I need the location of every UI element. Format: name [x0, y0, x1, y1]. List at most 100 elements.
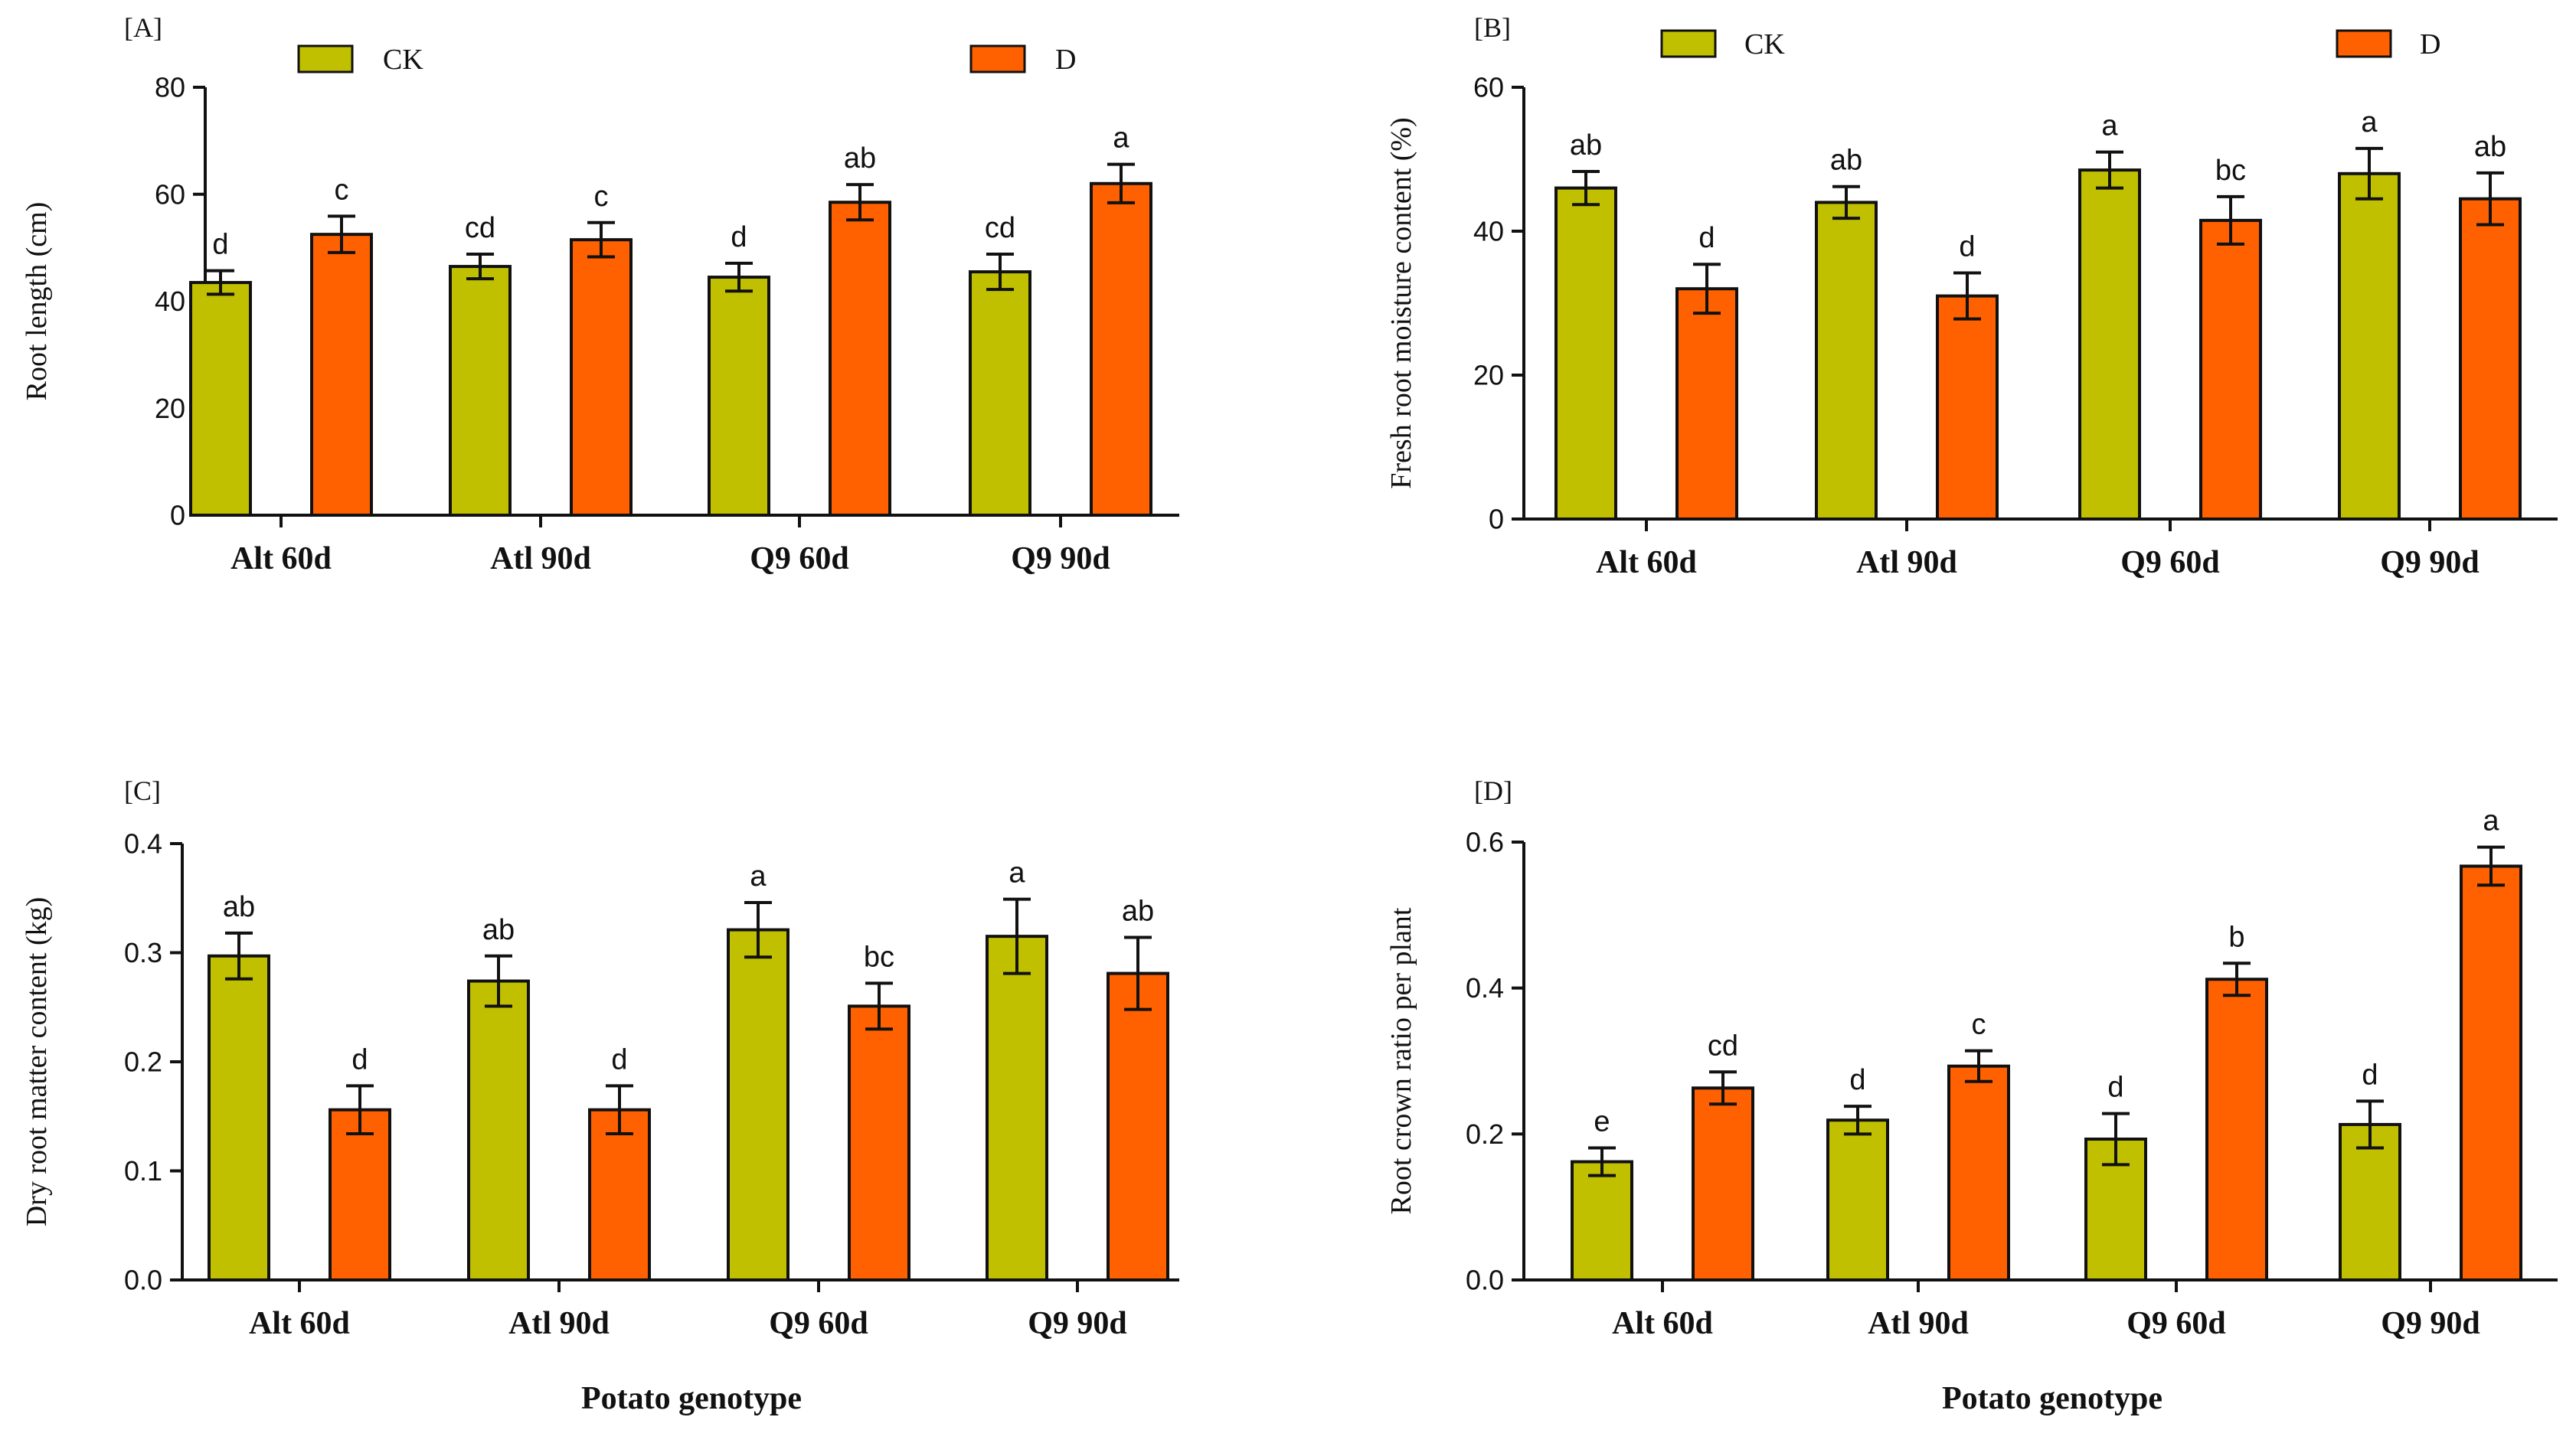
y-tick-label: 0.4 [1466, 972, 1504, 1004]
significance-label: a [1008, 857, 1025, 890]
legend-label-d: D [2420, 28, 2440, 60]
x-tick-label: Alt 60d [1596, 545, 1697, 580]
significance-label: ab [1570, 129, 1602, 162]
panel-c: [C] Dry root matter content (kg) 0.0 0.1 0.2… [21, 775, 1179, 1341]
significance-label: d [2107, 1072, 2123, 1104]
x-tick-label: Atl 90d [1856, 545, 1957, 580]
y-tick-label: 40 [1473, 216, 1504, 247]
x-tick-label: Alt 60d [1612, 1306, 1713, 1341]
bar-d [1675, 287, 1738, 521]
panel-label: [C] [124, 775, 161, 806]
significance-label: d [611, 1043, 627, 1076]
y-axis-label: Fresh root moisture content (%) [1385, 117, 1417, 488]
bar-ck [727, 928, 789, 1281]
bar-ck [449, 265, 512, 517]
y-tick-label: 0.2 [1466, 1118, 1504, 1150]
significance-label: c [335, 174, 349, 206]
significance-label: d [351, 1043, 368, 1076]
significance-label: ab [1830, 145, 1862, 177]
y-tick-label: 60 [1473, 72, 1504, 103]
significance-label: d [1959, 231, 1975, 263]
significance-label: a [750, 860, 767, 893]
bar-d [2460, 864, 2522, 1281]
significance-label: bc [2215, 155, 2246, 187]
bar-d [2205, 978, 2268, 1282]
significance-label: d [1849, 1064, 1865, 1096]
legend-swatch-ck [297, 44, 354, 73]
legend-swatch-d [2336, 29, 2392, 58]
y-tick-label: 0.1 [124, 1155, 162, 1187]
y-tick-label: 20 [1473, 360, 1504, 391]
y-tick-label: 0.6 [1466, 827, 1504, 858]
legend-swatch-d [969, 44, 1026, 73]
significance-label: c [1972, 1009, 1986, 1041]
bar-d [1090, 181, 1152, 517]
bar-d [2459, 197, 2522, 521]
y-tick-label: 0 [1489, 504, 1504, 535]
y-tick-label: 80 [155, 72, 185, 103]
bar-ck [467, 979, 530, 1282]
bar-d [848, 1004, 910, 1281]
bar-d [310, 233, 373, 517]
bar-d [1107, 971, 1169, 1281]
x-tick-label: Q9 90d [1028, 1306, 1127, 1341]
significance-label: ab [1122, 896, 1154, 928]
significance-label: c [594, 181, 609, 213]
significance-label: a [2361, 106, 2378, 139]
bar-ck [2338, 171, 2401, 521]
panel-label: [D] [1474, 775, 1512, 806]
significance-label: cd [465, 212, 495, 244]
bar-ck [969, 270, 1031, 517]
significance-label: ab [223, 891, 255, 923]
bar-d [2199, 218, 2262, 521]
x-tick-label: Q9 90d [2380, 545, 2480, 580]
y-tick-label: 0.0 [1466, 1265, 1504, 1296]
x-tick-label: Q9 90d [2381, 1306, 2480, 1341]
y-tick-label: 0.2 [124, 1046, 162, 1078]
x-tick-label: Q9 60d [750, 541, 849, 576]
bar-d [329, 1108, 391, 1281]
bar-ck [2078, 168, 2141, 521]
significance-label: b [2228, 921, 2244, 953]
significance-label: d [1698, 222, 1715, 254]
y-tick-label: 20 [155, 393, 185, 424]
x-tick-label: Q9 60d [2120, 545, 2220, 580]
x-tick-label: Atl 90d [508, 1306, 610, 1341]
bar-d [1936, 294, 1999, 521]
significance-label: e [1594, 1105, 1610, 1138]
significance-label: d [731, 221, 747, 253]
panel-a: [A] Root length (cm) 0 20 40 60 80 Alt 60d d c Atl… [21, 12, 1179, 576]
significance-label: a [1113, 122, 1129, 155]
bar-ck [2339, 1122, 2401, 1281]
legend-label-d: D [1055, 44, 1076, 76]
x-tick-label: Atl 90d [1868, 1306, 1969, 1341]
bar-ck [208, 954, 270, 1282]
y-axis-label: Root crown ratio per plant [1385, 907, 1417, 1214]
significance-label: a [2101, 110, 2118, 142]
bar-d [1947, 1064, 2010, 1281]
bar-ck [1571, 1160, 1633, 1282]
significance-label: a [2483, 805, 2499, 837]
y-tick-label: 0.4 [124, 828, 162, 860]
significance-label: cd [985, 212, 1015, 244]
panel-label: [A] [124, 12, 162, 43]
y-tick-label: 0.3 [124, 937, 162, 968]
y-tick-label: 60 [155, 178, 185, 210]
significance-label: ab [2474, 131, 2506, 163]
panel-label: [B] [1474, 12, 1511, 43]
y-tick-label: 0 [170, 500, 185, 531]
bar-ck [986, 935, 1048, 1281]
legend-label-ck: CK [1744, 28, 1785, 60]
legend-swatch-ck [1660, 29, 1717, 58]
x-axis-title-right: Potato genotype [1942, 1381, 2162, 1416]
x-tick-label: Alt 60d [249, 1306, 350, 1341]
x-tick-label: Alt 60d [230, 541, 332, 576]
bar-d [570, 238, 633, 517]
legend-label-ck: CK [383, 44, 423, 76]
y-tick-label: 40 [155, 286, 185, 317]
significance-label: cd [1708, 1030, 1738, 1062]
x-tick-label: Q9 90d [1011, 541, 1110, 576]
bar-d [588, 1108, 651, 1281]
bar-ck [708, 276, 770, 517]
